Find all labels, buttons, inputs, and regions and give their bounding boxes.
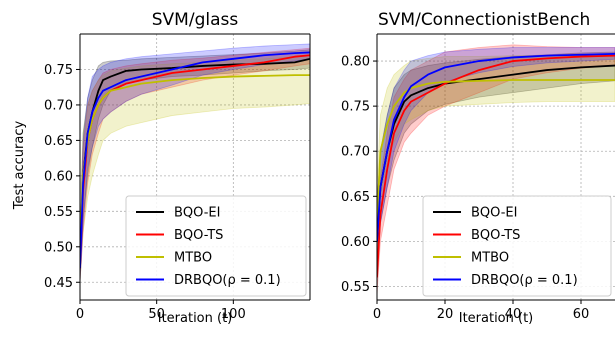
legend-box — [125, 195, 307, 297]
y-tick-label: 0.45 — [44, 276, 73, 291]
legend-box — [422, 195, 612, 297]
y-tick-label: 0.55 — [341, 280, 370, 295]
legend-label-bqo-ts: BQO-TS — [471, 228, 520, 243]
chart-title-0: SVM/glass — [152, 10, 239, 30]
legend-label-bqo-ts: BQO-TS — [174, 228, 223, 243]
confidence-band-bqo-ts — [377, 44, 615, 296]
y-tick-label: 0.60 — [341, 235, 370, 250]
confidence-band-bqo-ei — [80, 49, 310, 283]
y-tick-label: 0.75 — [341, 100, 370, 115]
y-tick-label: 0.70 — [341, 145, 370, 160]
legend-label-mtbo: MTBO — [174, 251, 212, 266]
series-lines-1 — [377, 52, 615, 278]
axes-1 — [373, 33, 615, 304]
y-tick-label: 0.65 — [44, 134, 73, 149]
x-tick-label: 60 — [573, 307, 590, 322]
series-line-mtbo — [80, 74, 310, 247]
series-line-mtbo — [377, 79, 615, 224]
x-tick-label: 0 — [373, 307, 381, 322]
x-tick-label: 50 — [148, 307, 165, 322]
x-tick-label: 100 — [221, 307, 246, 322]
confidence-band-mtbo — [80, 54, 310, 283]
legend-label-drbqo: DRBQO(ρ = 0.1) — [174, 273, 281, 288]
confidence-band-mtbo — [377, 55, 615, 260]
legend-label-mtbo: MTBO — [471, 251, 509, 266]
legend-label-drbqo: DRBQO(ρ = 0.1) — [471, 273, 578, 288]
tick-labels-1: 0.55 0.60 0.65 0.70 0.75 0.80 0 20 40 60 — [341, 55, 589, 322]
confidence-band-bqo-ei — [377, 51, 615, 269]
y-tick-label: 0.55 — [44, 205, 73, 220]
confidence-bands-1 — [377, 44, 615, 296]
chart-panel-svm-connectionistbench: SVM/ConnectionistBench 0.550.600.650.700… — [341, 10, 615, 326]
x-axis-label-1: Iteration (t) — [459, 311, 534, 326]
x-axis-label-0: Iteration (t) — [158, 311, 233, 326]
confidence-band-drbqo — [377, 47, 615, 269]
chart-title-1: SVM/ConnectionistBench — [378, 10, 590, 30]
legend-0: BQO-EI BQO-TS MTBO DRBQO(ρ = 0.1) — [125, 195, 307, 297]
legend-label-bqo-ei: BQO-EI — [174, 206, 220, 221]
y-axis-label: Test accuracy — [12, 121, 27, 211]
series-line-drbqo — [377, 52, 615, 242]
series-line-drbqo — [80, 51, 310, 269]
y-tick-label: 0.65 — [341, 190, 370, 205]
x-tick-label: 40 — [505, 307, 522, 322]
axes-0 — [76, 33, 311, 304]
legend-1: BQO-EI BQO-TS MTBO DRBQO(ρ = 0.1) — [422, 195, 612, 297]
series-line-bqo-ts — [377, 54, 615, 278]
chart-panel-svm-glass: SVM/glass 0.45 0.50 0.55 0.60 0.65 0.70 0.75 0 5… — [44, 10, 311, 326]
confidence-band-bqo-ts — [80, 47, 310, 283]
y-tick-label: 0.50 — [44, 240, 73, 255]
confidence-band-drbqo — [80, 43, 310, 283]
x-tick-label: 0 — [76, 307, 84, 322]
y-tick-label: 0.70 — [44, 98, 73, 113]
series-lines-0 — [80, 51, 310, 269]
y-tick-label: 0.60 — [44, 169, 73, 184]
y-tick-label: 0.80 — [341, 55, 370, 70]
legend-label-bqo-ei: BQO-EI — [471, 206, 517, 221]
confidence-bands-0 — [80, 43, 310, 283]
tick-labels-0: 0.45 0.50 0.55 0.60 0.65 0.70 0.75 0 50 100 — [44, 63, 246, 322]
x-tick-label: 20 — [437, 307, 454, 322]
y-tick-label: 0.75 — [44, 63, 73, 78]
